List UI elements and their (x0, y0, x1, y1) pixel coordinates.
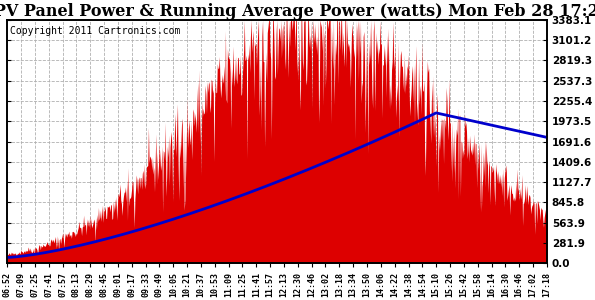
Text: Copyright 2011 Cartronics.com: Copyright 2011 Cartronics.com (10, 26, 180, 36)
Title: Total PV Panel Power & Running Average Power (watts) Mon Feb 28 17:28: Total PV Panel Power & Running Average P… (0, 3, 595, 20)
